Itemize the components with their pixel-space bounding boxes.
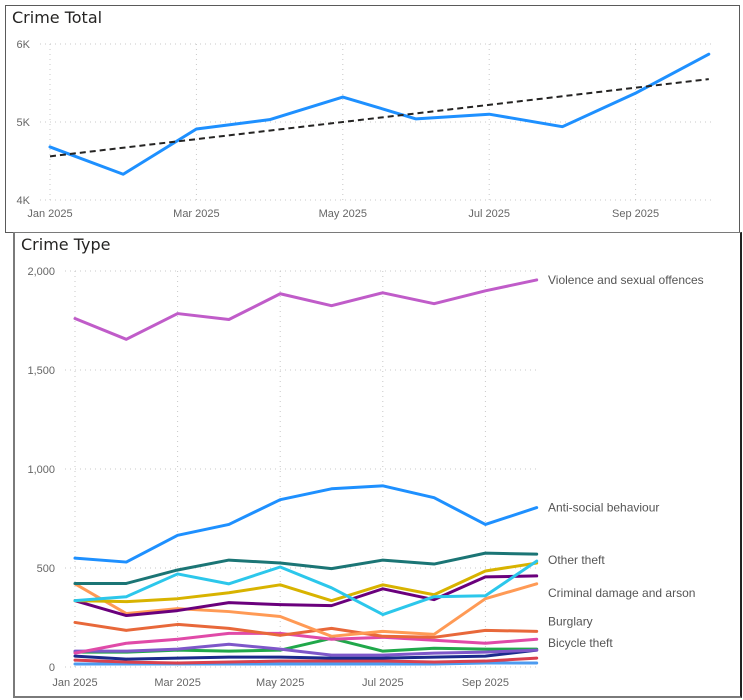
series-label-bicycle-theft: Bicycle theft: [548, 636, 613, 650]
series-line-series-4[interactable]: [73, 559, 539, 617]
series-label-anti-social-behaviour: Anti-social behaviour: [548, 501, 659, 515]
crime-total-chart: 4K 5K 6K Jan 2025 Mar 2025 May 2025 Jul 2025 Se…: [17, 39, 712, 220]
series-label-burglary: Burglary: [548, 614, 593, 628]
series-line-violence-and-sexual-offences[interactable]: [73, 278, 539, 341]
series-line-series-9[interactable]: [73, 631, 539, 655]
crime-type-chart: 0 500 1,000 1,500 2,000 Jan 2025 Mar 2025 May 2…: [27, 266, 704, 689]
x-tick-label: Jan 2025: [52, 677, 97, 689]
series-line-anti-social-behaviour[interactable]: [73, 484, 539, 564]
series-line-series-5[interactable]: [73, 561, 539, 604]
crime-total-panel[interactable]: Crime Total 4K 5K 6K Jan 2025 Mar 2025 May 20…: [5, 5, 740, 233]
series-line-burglary[interactable]: [73, 620, 539, 639]
trend-line: [49, 78, 709, 158]
y-tick-label: 5K: [17, 117, 31, 129]
series-label-criminal-damage-and-arson: Criminal damage and arson: [548, 586, 695, 600]
x-tick-label: May 2025: [256, 677, 304, 689]
x-tick-label: Sep 2025: [612, 208, 659, 220]
y-tick-label: 1,000: [27, 464, 55, 476]
y-tick-label: 0: [49, 662, 55, 674]
x-tick-label: May 2025: [319, 208, 367, 220]
x-tick-label: Jan 2025: [27, 208, 72, 220]
series-line-series-13[interactable]: [73, 656, 539, 665]
series-line-criminal-damage-and-arson[interactable]: [73, 574, 539, 618]
y-tick-label: 4K: [17, 195, 31, 207]
y-tick-label: 1,500: [27, 365, 55, 377]
x-tick-label: Mar 2025: [173, 208, 219, 220]
series-line-other-theft[interactable]: [73, 551, 539, 585]
crime-type-panel[interactable]: Crime Type 0 500 1,000 1,500 2,000 Jan 2025 Ma…: [13, 232, 742, 698]
y-tick-label: 6K: [17, 39, 31, 51]
x-tick-label: Mar 2025: [154, 677, 200, 689]
y-tick-label: 500: [37, 563, 55, 575]
series-label-violence-and-sexual-offences: Violence and sexual offences: [548, 273, 704, 287]
crime-total-title: Crime Total: [12, 8, 103, 27]
series-line-series-10[interactable]: [73, 642, 539, 657]
crime-type-title: Crime Type: [21, 235, 111, 254]
x-tick-label: Sep 2025: [462, 677, 509, 689]
series-label-other-theft: Other theft: [548, 553, 605, 567]
series-line-crime-total[interactable]: [48, 52, 711, 176]
x-tick-label: Jul 2025: [468, 208, 510, 220]
y-tick-label: 2,000: [27, 266, 55, 278]
series-line-series-7[interactable]: [73, 582, 539, 638]
series-line-series-12[interactable]: [73, 648, 539, 661]
x-tick-label: Jul 2025: [362, 677, 404, 689]
